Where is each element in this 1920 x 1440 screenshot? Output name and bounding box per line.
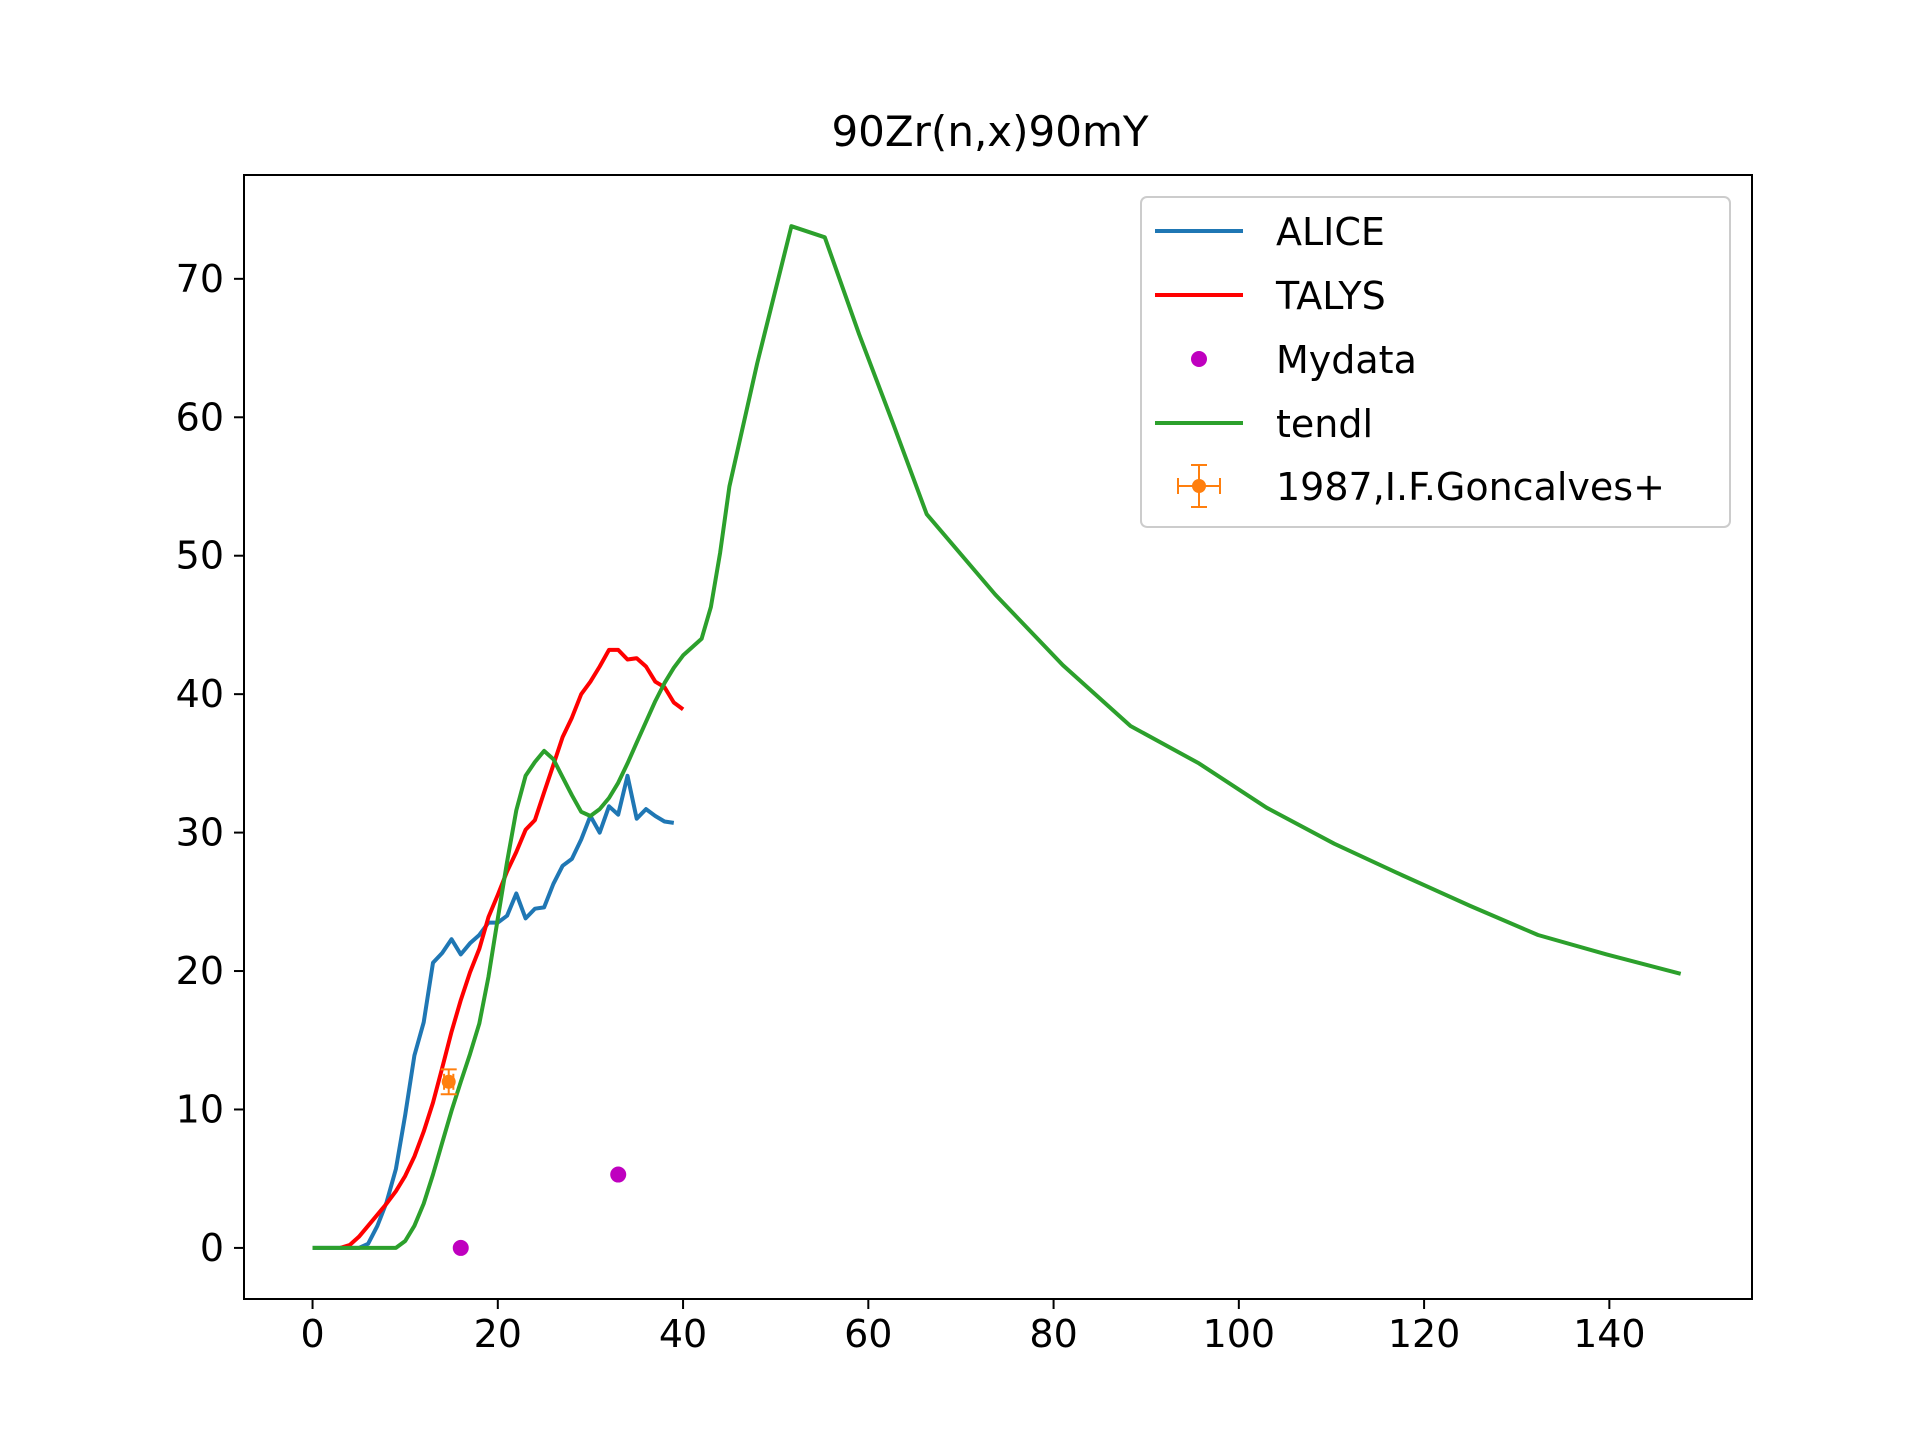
x-tick-label-100: 100: [1203, 1312, 1276, 1356]
data-point-mydata-1: [610, 1166, 627, 1183]
series-1987-i-f-goncalves: [440, 1068, 457, 1096]
data-point-1987-i-f-goncalves-0: [441, 1074, 456, 1089]
legend-swatch-mydata: [1191, 351, 1207, 367]
series-layer: [312, 224, 1682, 1256]
series-line-tendl: [312, 224, 1682, 1250]
series-talys: [339, 647, 685, 1250]
x-tick-label-0: 0: [300, 1312, 324, 1356]
legend-label-alice: ALICE: [1276, 210, 1385, 254]
legend-swatch-goncalves: [1177, 464, 1221, 508]
legend-box: [1140, 196, 1731, 528]
x-tick-label-80: 80: [1029, 1312, 1077, 1356]
y-tick-label-70: 70: [176, 257, 224, 301]
series-tendl: [312, 224, 1682, 1250]
series-alice: [312, 773, 675, 1250]
legend-label-tendl: tendl: [1276, 402, 1373, 446]
legend-label-goncalves: 1987,I.F.Goncalves+: [1276, 465, 1665, 509]
series-line-alice: [312, 773, 675, 1250]
chart-title: 90Zr(n,x)90mY: [831, 107, 1148, 156]
x-tick-label-40: 40: [659, 1312, 707, 1356]
x-tick-label-140: 140: [1573, 1312, 1646, 1356]
y-tick-label-60: 60: [176, 395, 224, 439]
y-tick-label-40: 40: [176, 672, 224, 716]
y-tick-label-30: 30: [176, 811, 224, 855]
series-line-talys: [339, 647, 685, 1250]
x-tick-label-120: 120: [1388, 1312, 1461, 1356]
x-tick-label-20: 20: [474, 1312, 522, 1356]
legend-label-mydata: Mydata: [1276, 338, 1417, 382]
legend: ALICE TALYS Mydata tendl 1987,I.F.Goncal…: [1140, 196, 1731, 528]
data-point-mydata-0: [452, 1239, 469, 1256]
y-tick-label-0: 0: [200, 1226, 224, 1270]
plot-frame: [243, 174, 1753, 1300]
x-axis: 0 20 40 60 80 100 120 140: [300, 1299, 1646, 1356]
y-tick-label-20: 20: [176, 949, 224, 993]
series-mydata: [452, 1166, 627, 1256]
legend-label-talys: TALYS: [1275, 274, 1386, 318]
x-tick-label-60: 60: [844, 1312, 892, 1356]
y-tick-label-10: 10: [176, 1087, 224, 1131]
y-tick-label-50: 50: [176, 534, 224, 578]
y-axis: 0 10 20 30 40 50 60 70: [176, 257, 244, 1270]
